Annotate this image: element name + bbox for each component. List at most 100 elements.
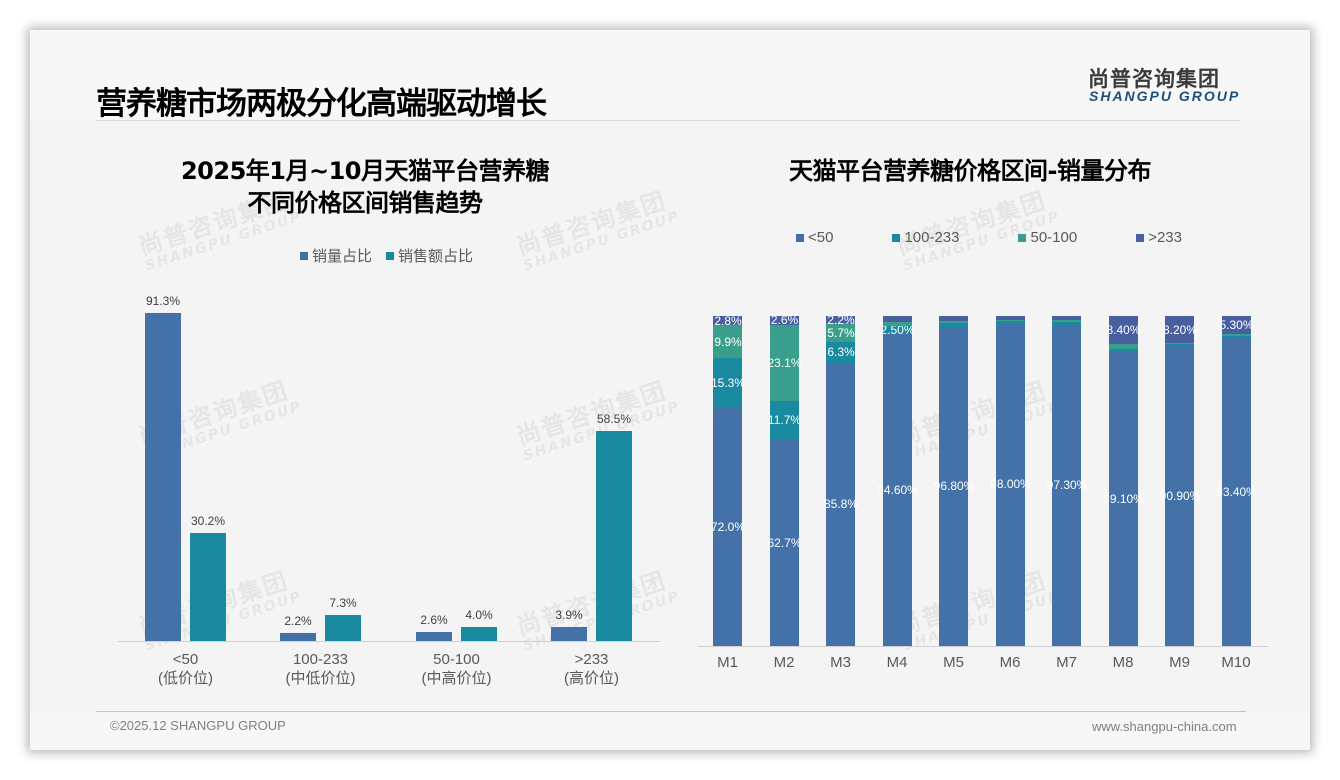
segment-r50_100 xyxy=(1221,333,1251,336)
segment-value-label: 96.80% xyxy=(933,479,975,494)
segment-value-label: 5.30% xyxy=(1219,317,1254,332)
legend-swatch-50-100 xyxy=(1018,233,1027,242)
month-label: M10 xyxy=(1221,654,1251,671)
segment-r100_233: 11.7% xyxy=(768,400,801,440)
header-divider xyxy=(96,120,1240,121)
category-label: >233 (高价位) xyxy=(564,651,619,687)
segment-value-label: 2.6% xyxy=(770,313,799,328)
segment-value-label: 23.1% xyxy=(767,355,802,370)
segment-r100_233 xyxy=(939,323,968,327)
segment-r100_233: 6.3% xyxy=(826,342,855,363)
segment-value-label: 2.2% xyxy=(827,312,855,327)
right-chart-title: 天猫平台营养糖价格区间-销量分布 xyxy=(789,157,1151,185)
segment-value-label: 6.3% xyxy=(827,345,855,360)
bar-value-label: 3.9% xyxy=(555,607,583,622)
segment-lt50: 89.10% xyxy=(1103,351,1144,646)
segment-gt233: 8.20% xyxy=(1163,316,1197,344)
month-label: M8 xyxy=(1112,654,1134,671)
segment-value-label: 97.30% xyxy=(1046,478,1088,493)
bar-value-label: 2.6% xyxy=(420,612,448,627)
segment-r100_233: 2.50% xyxy=(880,323,914,337)
bar-value-label: 2.2% xyxy=(284,614,312,629)
legend-swatch-volume xyxy=(300,251,308,260)
stacked-bar-m8: 89.10% 8.40% xyxy=(1103,316,1144,646)
segment-value-label: 90.90% xyxy=(1159,489,1201,504)
segment-lt50: 72.0% xyxy=(711,408,745,646)
segment-value-label: 93.40% xyxy=(1216,484,1257,499)
footer-divider xyxy=(96,711,1246,712)
bar-sales xyxy=(461,626,497,641)
segment-value-label: 62.7% xyxy=(767,535,802,550)
segment-value-label: 89.10% xyxy=(1103,491,1144,506)
segment-lt50: 93.40% xyxy=(1216,337,1257,646)
header-band xyxy=(30,30,1310,120)
bar-volume xyxy=(551,626,587,641)
segment-r50_100: 9.9% xyxy=(713,325,742,358)
segment-gt233: 5.30% xyxy=(1219,316,1254,334)
bar-sales xyxy=(190,532,226,641)
segment-r50_100: 5.7% xyxy=(826,323,855,343)
bar-value-label: 4.0% xyxy=(465,607,493,622)
stacked-bar-m7: 97.30% xyxy=(1047,316,1087,646)
segment-gt233 xyxy=(995,316,1025,320)
segment-value-label: 98.00% xyxy=(990,477,1031,492)
right-chart-legend: <50 100-233 50-100 >233 xyxy=(796,229,1196,246)
legend-swatch-100-233 xyxy=(892,233,901,242)
legend-item-volume: 销量占比 xyxy=(300,245,372,266)
legend-swatch-gt233 xyxy=(1136,233,1145,242)
left-chart-legend: 销量占比 销售额占比 xyxy=(300,245,487,266)
month-label: M7 xyxy=(1056,654,1077,671)
segment-value-label: 15.3% xyxy=(710,376,746,391)
category-label: <50 (低价位) xyxy=(158,651,213,687)
segment-lt50: 62.7% xyxy=(767,439,802,646)
segment-gt233 xyxy=(939,316,968,321)
segment-value-label: 8.20% xyxy=(1162,322,1198,337)
stacked-bar-m2: 62.7% 11.7% 23.1% 2.6% xyxy=(767,313,802,646)
segment-r100_233 xyxy=(1165,344,1194,347)
segment-gt233: 2.6% xyxy=(769,313,799,327)
month-label: M4 xyxy=(886,654,908,671)
segment-gt233: 2.2% xyxy=(826,313,855,327)
month-label: M9 xyxy=(1169,654,1190,671)
segment-r50_100 xyxy=(1052,319,1081,322)
bar-sales xyxy=(325,614,361,641)
category-label: 100-233 (中低价位) xyxy=(285,651,356,687)
segment-lt50: 94.60% xyxy=(877,333,918,646)
stacked-bar-m9: 90.90% 8.20% xyxy=(1160,316,1200,646)
segment-r50_100: 23.1% xyxy=(767,324,802,401)
segment-value-label: 85.8% xyxy=(823,497,859,512)
segment-r50_100 xyxy=(1108,343,1138,350)
footer-copyright: ©2025.12 SHANGPU GROUP xyxy=(110,718,286,733)
legend-swatch-sales xyxy=(386,251,395,260)
stacked-bar-m4: 94.60% 2.50% xyxy=(877,316,918,646)
segment-r100_233 xyxy=(1052,321,1081,325)
month-label: M1 xyxy=(717,654,738,671)
stacked-bar-m6: 98.00% xyxy=(990,316,1031,646)
bar-value-label: 58.5% xyxy=(596,411,632,426)
month-label: M5 xyxy=(943,654,964,671)
segment-gt233 xyxy=(882,316,912,323)
segment-value-label: 11.7% xyxy=(767,413,802,428)
segment-lt50: 97.30% xyxy=(1047,324,1087,646)
segment-r50_100 xyxy=(995,319,1025,321)
segment-r100_233 xyxy=(995,320,1025,323)
segment-gt233: 2.8% xyxy=(713,314,742,328)
segment-lt50: 90.90% xyxy=(1160,346,1200,646)
segment-r50_100 xyxy=(1165,343,1194,345)
stacked-bar-m10: 93.40% 5.30% xyxy=(1216,316,1257,646)
stacked-bar-m5: 96.80% xyxy=(934,316,974,646)
bar-value-label: 7.3% xyxy=(329,595,357,610)
slide: 营养糖市场两极分化高端驱动增长 尚普咨询集团 SHANGPU GROUP 尚普咨… xyxy=(30,30,1310,750)
left-chart-x-axis xyxy=(118,641,660,642)
footer-website[interactable]: www.shangpu-china.com xyxy=(1092,719,1237,734)
bar-volume xyxy=(280,633,316,641)
segment-r50_100 xyxy=(939,320,968,324)
right-chart-x-axis xyxy=(698,646,1268,647)
bar-value-label: 91.3% xyxy=(145,294,181,308)
segment-value-label: 5.7% xyxy=(827,325,855,340)
segment-r100_233: 15.3% xyxy=(711,357,745,409)
legend-item-gt233: >233 xyxy=(1136,229,1182,246)
segment-value-label: 94.60% xyxy=(877,482,918,497)
